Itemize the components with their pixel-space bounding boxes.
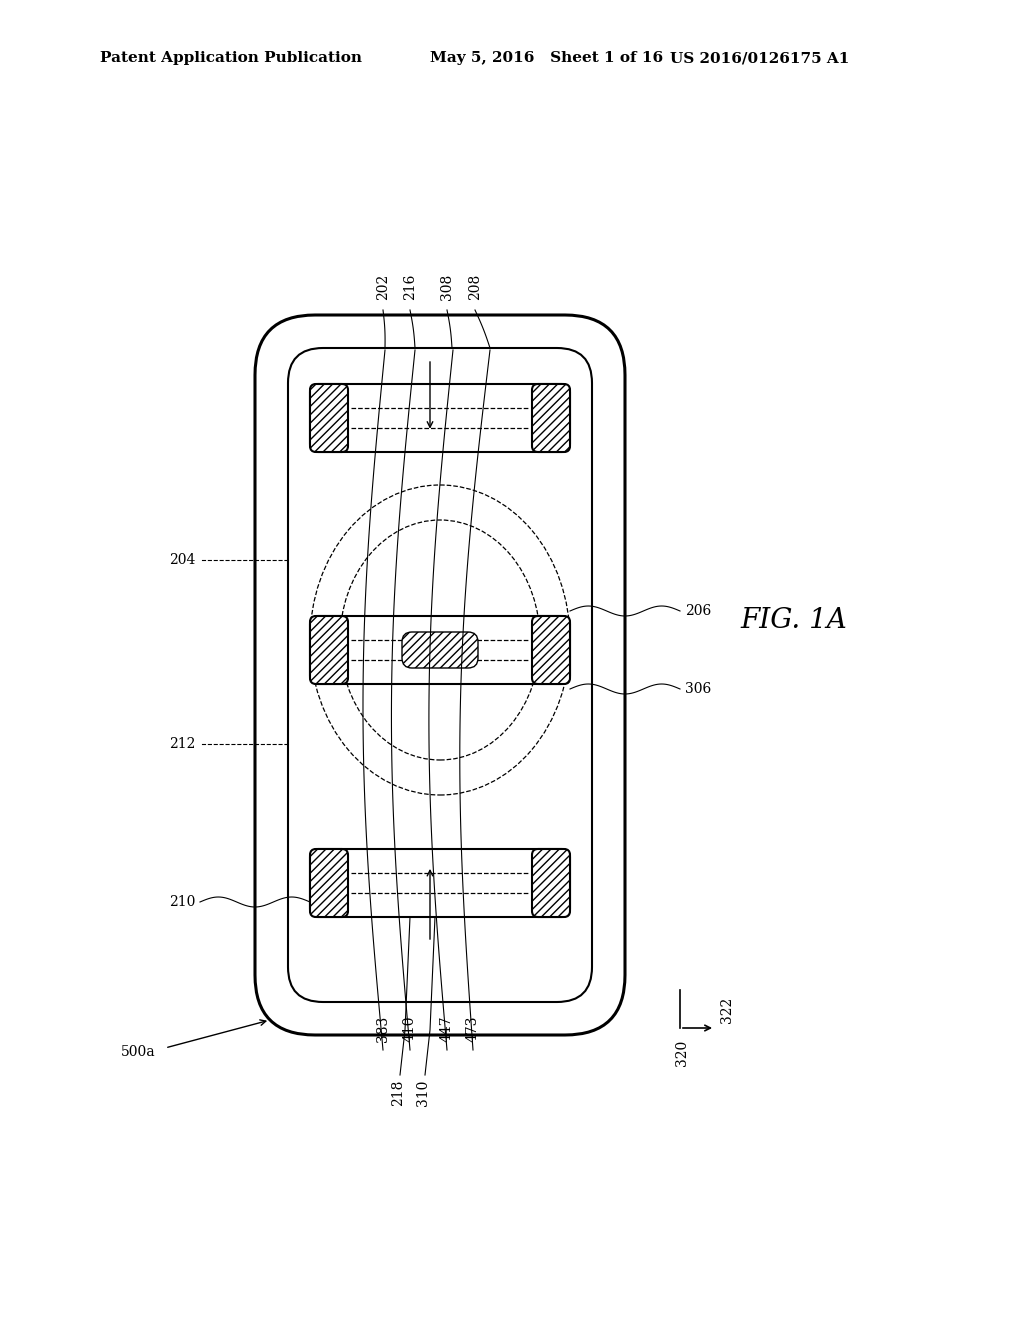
FancyBboxPatch shape [310, 616, 570, 684]
Text: 212: 212 [169, 737, 195, 751]
Text: 320: 320 [675, 1040, 689, 1067]
Text: 306: 306 [685, 682, 712, 696]
Text: 216: 216 [403, 273, 417, 300]
Text: May 5, 2016   Sheet 1 of 16: May 5, 2016 Sheet 1 of 16 [430, 51, 664, 65]
Text: Patent Application Publication: Patent Application Publication [100, 51, 362, 65]
Text: 204: 204 [169, 553, 195, 568]
Text: US 2016/0126175 A1: US 2016/0126175 A1 [670, 51, 849, 65]
FancyBboxPatch shape [288, 348, 592, 1002]
FancyBboxPatch shape [310, 384, 570, 451]
Text: 208: 208 [468, 273, 482, 300]
Text: 218: 218 [391, 1080, 406, 1106]
Text: 383: 383 [376, 1016, 390, 1041]
Text: 447: 447 [440, 1015, 454, 1041]
Text: 410: 410 [403, 1015, 417, 1041]
FancyBboxPatch shape [532, 616, 570, 684]
FancyBboxPatch shape [402, 632, 478, 668]
FancyBboxPatch shape [310, 849, 348, 917]
FancyBboxPatch shape [310, 849, 570, 917]
FancyBboxPatch shape [532, 384, 570, 451]
Text: 202: 202 [376, 273, 390, 300]
FancyBboxPatch shape [532, 849, 570, 917]
FancyBboxPatch shape [310, 384, 348, 451]
Text: 310: 310 [416, 1080, 430, 1106]
Text: 322: 322 [720, 997, 734, 1023]
Text: 308: 308 [440, 273, 454, 300]
Text: 500a: 500a [121, 1045, 155, 1059]
FancyBboxPatch shape [255, 315, 625, 1035]
Text: FIG. 1A: FIG. 1A [740, 606, 847, 634]
Text: 206: 206 [685, 605, 712, 618]
Text: 210: 210 [169, 895, 195, 909]
FancyBboxPatch shape [310, 616, 348, 684]
Text: 473: 473 [466, 1015, 480, 1041]
